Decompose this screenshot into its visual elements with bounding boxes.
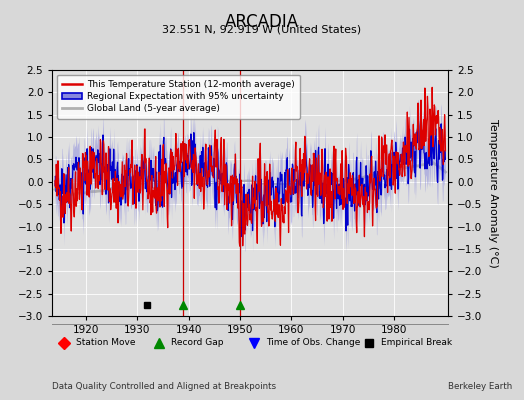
Legend: This Temperature Station (12-month average), Regional Expectation with 95% uncer: This Temperature Station (12-month avera… <box>57 74 300 119</box>
Text: Time of Obs. Change: Time of Obs. Change <box>266 338 361 347</box>
Text: ARCADIA: ARCADIA <box>225 13 299 31</box>
Text: Empirical Break: Empirical Break <box>381 338 452 347</box>
Text: Berkeley Earth: Berkeley Earth <box>448 382 512 391</box>
Text: Data Quality Controlled and Aligned at Breakpoints: Data Quality Controlled and Aligned at B… <box>52 382 277 391</box>
Text: Record Gap: Record Gap <box>171 338 224 347</box>
Text: 32.551 N, 92.919 W (United States): 32.551 N, 92.919 W (United States) <box>162 25 362 35</box>
Y-axis label: Temperature Anomaly (°C): Temperature Anomaly (°C) <box>488 119 498 267</box>
Text: Station Move: Station Move <box>76 338 136 347</box>
